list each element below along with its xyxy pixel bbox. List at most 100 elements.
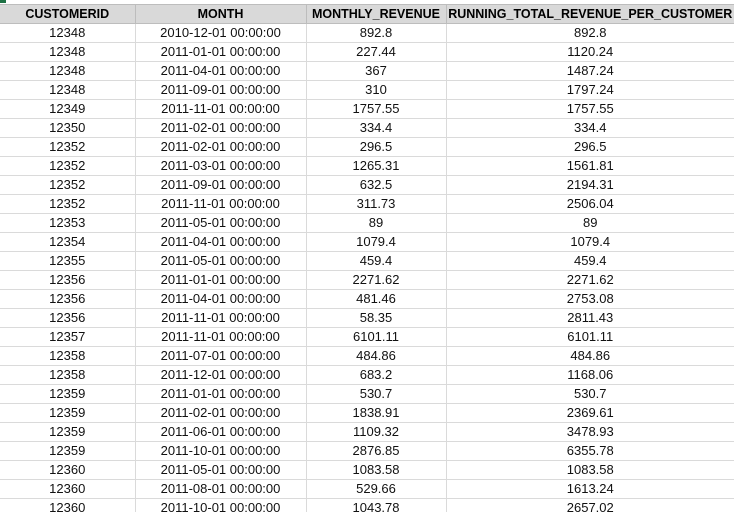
- customerid-cell[interactable]: 12356: [0, 308, 136, 328]
- customerid-cell[interactable]: 12359: [0, 403, 136, 423]
- month-cell[interactable]: 2011-01-01 00:00:00: [135, 42, 307, 62]
- running-total-cell[interactable]: 892.8: [446, 23, 734, 43]
- month-cell[interactable]: 2011-11-01 00:00:00: [135, 99, 307, 119]
- month-cell[interactable]: 2011-01-01 00:00:00: [135, 270, 307, 290]
- customerid-cell[interactable]: 12360: [0, 498, 136, 512]
- month-cell[interactable]: 2011-02-01 00:00:00: [135, 137, 307, 157]
- monthly-revenue-cell[interactable]: 367: [306, 61, 447, 81]
- customerid-cell[interactable]: 12355: [0, 251, 136, 271]
- month-cell[interactable]: 2011-10-01 00:00:00: [135, 498, 307, 512]
- monthly-revenue-cell[interactable]: 1757.55: [306, 99, 447, 119]
- customerid-cell[interactable]: 12359: [0, 384, 136, 404]
- month-cell[interactable]: 2011-04-01 00:00:00: [135, 289, 307, 309]
- customerid-cell[interactable]: 12349: [0, 99, 136, 119]
- running-total-cell[interactable]: 2271.62: [446, 270, 734, 290]
- monthly-revenue-cell[interactable]: 1079.4: [306, 232, 447, 252]
- running-total-cell[interactable]: 1120.24: [446, 42, 734, 62]
- running-total-cell[interactable]: 1083.58: [446, 460, 734, 480]
- customerid-cell[interactable]: 12352: [0, 175, 136, 195]
- monthly-revenue-cell[interactable]: 6101.11: [306, 327, 447, 347]
- monthly-revenue-cell[interactable]: 1083.58: [306, 460, 447, 480]
- running-total-cell[interactable]: 1757.55: [446, 99, 734, 119]
- customerid-cell[interactable]: 12356: [0, 270, 136, 290]
- customerid-cell[interactable]: 12352: [0, 156, 136, 176]
- column-header-running-total[interactable]: RUNNING_TOTAL_REVENUE_PER_CUSTOMER: [445, 4, 734, 24]
- month-cell[interactable]: 2011-11-01 00:00:00: [135, 194, 307, 214]
- monthly-revenue-cell[interactable]: 484.86: [306, 346, 447, 366]
- customerid-cell[interactable]: 12360: [0, 479, 136, 499]
- running-total-cell[interactable]: 1797.24: [446, 80, 734, 100]
- month-cell[interactable]: 2011-09-01 00:00:00: [135, 175, 307, 195]
- month-cell[interactable]: 2011-09-01 00:00:00: [135, 80, 307, 100]
- customerid-cell[interactable]: 12357: [0, 327, 136, 347]
- monthly-revenue-cell[interactable]: 334.4: [306, 118, 447, 138]
- monthly-revenue-cell[interactable]: 2271.62: [306, 270, 447, 290]
- month-cell[interactable]: 2011-03-01 00:00:00: [135, 156, 307, 176]
- month-cell[interactable]: 2011-05-01 00:00:00: [135, 213, 307, 233]
- month-cell[interactable]: 2011-11-01 00:00:00: [135, 327, 307, 347]
- month-cell[interactable]: 2011-07-01 00:00:00: [135, 346, 307, 366]
- customerid-cell[interactable]: 12358: [0, 346, 136, 366]
- month-cell[interactable]: 2011-12-01 00:00:00: [135, 365, 307, 385]
- month-cell[interactable]: 2011-06-01 00:00:00: [135, 422, 307, 442]
- monthly-revenue-cell[interactable]: 481.46: [306, 289, 447, 309]
- running-total-cell[interactable]: 3478.93: [446, 422, 734, 442]
- customerid-cell[interactable]: 12352: [0, 194, 136, 214]
- monthly-revenue-cell[interactable]: 892.8: [306, 23, 447, 43]
- monthly-revenue-cell[interactable]: 2876.85: [306, 441, 447, 461]
- customerid-cell[interactable]: 12359: [0, 441, 136, 461]
- monthly-revenue-cell[interactable]: 1043.78: [306, 498, 447, 512]
- month-cell[interactable]: 2011-02-01 00:00:00: [135, 403, 307, 423]
- customerid-cell[interactable]: 12358: [0, 365, 136, 385]
- running-total-cell[interactable]: 1613.24: [446, 479, 734, 499]
- customerid-cell[interactable]: 12360: [0, 460, 136, 480]
- running-total-cell[interactable]: 6355.78: [446, 441, 734, 461]
- month-cell[interactable]: 2011-05-01 00:00:00: [135, 251, 307, 271]
- running-total-cell[interactable]: 459.4: [446, 251, 734, 271]
- monthly-revenue-cell[interactable]: 227.44: [306, 42, 447, 62]
- monthly-revenue-cell[interactable]: 296.5: [306, 137, 447, 157]
- customerid-cell[interactable]: 12348: [0, 42, 136, 62]
- customerid-cell[interactable]: 12353: [0, 213, 136, 233]
- running-total-cell[interactable]: 2194.31: [446, 175, 734, 195]
- monthly-revenue-cell[interactable]: 683.2: [306, 365, 447, 385]
- running-total-cell[interactable]: 2811.43: [446, 308, 734, 328]
- customerid-cell[interactable]: 12359: [0, 422, 136, 442]
- running-total-cell[interactable]: 1168.06: [446, 365, 734, 385]
- customerid-cell[interactable]: 12350: [0, 118, 136, 138]
- running-total-cell[interactable]: 1561.81: [446, 156, 734, 176]
- month-cell[interactable]: 2011-02-01 00:00:00: [135, 118, 307, 138]
- month-cell[interactable]: 2011-10-01 00:00:00: [135, 441, 307, 461]
- monthly-revenue-cell[interactable]: 1838.91: [306, 403, 447, 423]
- running-total-cell[interactable]: 1079.4: [446, 232, 734, 252]
- monthly-revenue-cell[interactable]: 632.5: [306, 175, 447, 195]
- month-cell[interactable]: 2011-08-01 00:00:00: [135, 479, 307, 499]
- month-cell[interactable]: 2011-04-01 00:00:00: [135, 232, 307, 252]
- running-total-cell[interactable]: 484.86: [446, 346, 734, 366]
- monthly-revenue-cell[interactable]: 310: [306, 80, 447, 100]
- month-cell[interactable]: 2011-05-01 00:00:00: [135, 460, 307, 480]
- monthly-revenue-cell[interactable]: 1109.32: [306, 422, 447, 442]
- month-cell[interactable]: 2011-11-01 00:00:00: [135, 308, 307, 328]
- customerid-cell[interactable]: 12354: [0, 232, 136, 252]
- running-total-cell[interactable]: 530.7: [446, 384, 734, 404]
- running-total-cell[interactable]: 296.5: [446, 137, 734, 157]
- column-header-month[interactable]: MONTH: [134, 4, 307, 24]
- monthly-revenue-cell[interactable]: 530.7: [306, 384, 447, 404]
- customerid-cell[interactable]: 12348: [0, 23, 136, 43]
- customerid-cell[interactable]: 12356: [0, 289, 136, 309]
- monthly-revenue-cell[interactable]: 529.66: [306, 479, 447, 499]
- running-total-cell[interactable]: 1487.24: [446, 61, 734, 81]
- running-total-cell[interactable]: 89: [446, 213, 734, 233]
- running-total-cell[interactable]: 2369.61: [446, 403, 734, 423]
- running-total-cell[interactable]: 2657.02: [446, 498, 734, 512]
- month-cell[interactable]: 2011-04-01 00:00:00: [135, 61, 307, 81]
- column-header-customerid[interactable]: CUSTOMERID: [0, 4, 136, 24]
- running-total-cell[interactable]: 2506.04: [446, 194, 734, 214]
- monthly-revenue-cell[interactable]: 58.35: [306, 308, 447, 328]
- month-cell[interactable]: 2011-01-01 00:00:00: [135, 384, 307, 404]
- running-total-cell[interactable]: 6101.11: [446, 327, 734, 347]
- running-total-cell[interactable]: 334.4: [446, 118, 734, 138]
- customerid-cell[interactable]: 12348: [0, 61, 136, 81]
- monthly-revenue-cell[interactable]: 311.73: [306, 194, 447, 214]
